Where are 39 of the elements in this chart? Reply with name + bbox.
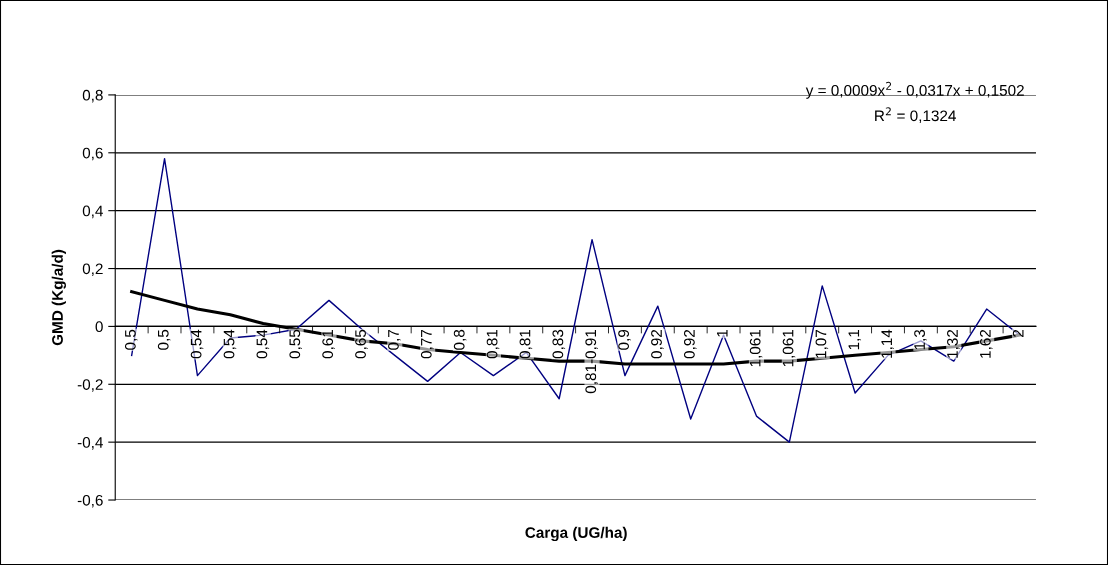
- x-tick-label: 1,32: [947, 329, 960, 358]
- x-tick-label: 0,54: [190, 329, 204, 359]
- y-tick-label: -0,6: [77, 494, 103, 508]
- x-tick-label: 1,14: [881, 329, 894, 358]
- x-tick-label: 0,81: [519, 329, 533, 359]
- x-tick-label: 0,54: [223, 329, 237, 359]
- x-tick-label: 0,92: [651, 329, 664, 359]
- x-tick-label: 0,7: [388, 329, 401, 350]
- x-tick-label: 0,8: [453, 329, 467, 350]
- x-tick-label: 0,92: [683, 329, 697, 359]
- x-tick-label: 2: [1012, 329, 1024, 337]
- y-tick-label: 0,8: [82, 89, 103, 103]
- x-tick-label: 0,81-0,91: [585, 329, 598, 394]
- x-tick-label: 1,1: [848, 329, 862, 350]
- y-tick-label: 0: [95, 321, 103, 333]
- x-tick-label: 0,54: [256, 329, 270, 359]
- y-tick-label: 0,6: [82, 147, 103, 161]
- x-tick-label: 0,5: [124, 329, 138, 350]
- x-tick-label: 0,65: [355, 329, 368, 359]
- x-tick-label: 1,061: [782, 329, 796, 367]
- x-axis-title: Carga (UG/ha): [525, 526, 627, 542]
- x-tick-label: 0,61: [322, 329, 335, 359]
- x-tick-label: 1,62: [979, 329, 993, 358]
- x-tick-label: 1,061: [749, 329, 763, 367]
- x-tick-label: 0,5: [157, 329, 171, 350]
- y-axis-title: GMD (Kg/a/d): [51, 249, 66, 346]
- annotation: y = 0,0009x$^{2}$ - 0,0317x + 0,1502: [805, 81, 1024, 99]
- y-tick-label: 0,2: [82, 263, 103, 277]
- x-tick-label: 0,81: [486, 329, 500, 359]
- x-tick-label: 1,07: [815, 329, 829, 358]
- y-tick-label: -0,2: [77, 379, 103, 392]
- annotation: R$^{2}$ = 0,1324: [875, 107, 956, 123]
- y-tick-label: 0,4: [82, 205, 103, 219]
- x-tick-label: 0,83: [552, 329, 566, 359]
- x-tick-label: 0,55: [289, 329, 302, 359]
- x-tick-label: 1: [717, 329, 728, 337]
- y-tick-label: -0,4: [77, 437, 103, 450]
- x-tick-label: 0,77: [420, 329, 434, 359]
- x-tick-label: 0,9: [618, 329, 631, 350]
